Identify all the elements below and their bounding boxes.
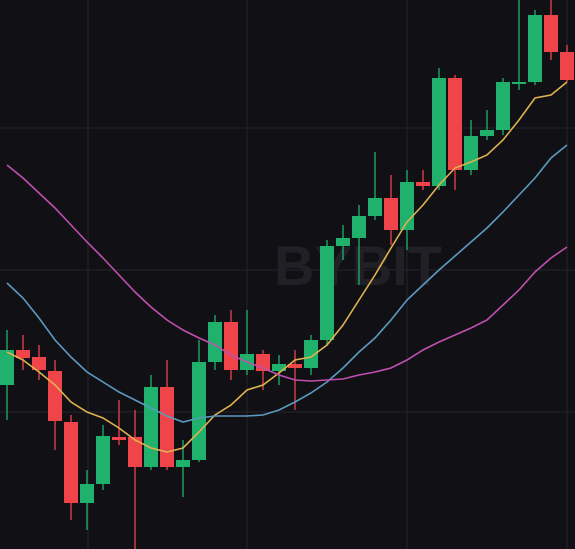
- candle-body: [96, 436, 110, 484]
- candle-body: [496, 82, 510, 130]
- candle-body: [512, 82, 526, 84]
- candle-body: [128, 437, 142, 467]
- candle-body: [560, 52, 574, 80]
- candle-body: [352, 216, 366, 238]
- candle-body: [368, 198, 382, 216]
- watermark: BYBIT: [274, 234, 442, 297]
- candle-body: [448, 78, 462, 170]
- candle-body: [80, 484, 94, 503]
- candle-body: [528, 15, 542, 82]
- candle-body: [432, 78, 446, 186]
- candle-body: [320, 246, 334, 340]
- candle-body: [32, 357, 46, 370]
- candle-body: [416, 182, 430, 186]
- candle-body: [384, 198, 398, 230]
- candle-body: [224, 322, 238, 370]
- moving-average-line: [6, 144, 568, 423]
- candle-body: [336, 238, 350, 246]
- candle-body: [208, 322, 222, 362]
- candle-body: [480, 130, 494, 136]
- candle-body: [544, 15, 558, 52]
- candle-body: [16, 350, 30, 358]
- candle-body: [112, 437, 126, 440]
- moving-average-line: [6, 164, 568, 382]
- candle-body: [48, 371, 62, 421]
- candle-body: [144, 387, 158, 467]
- moving-average-line: [6, 81, 568, 453]
- candle-body: [288, 364, 302, 368]
- candle-body: [464, 136, 478, 170]
- candle-body: [0, 350, 14, 385]
- candle-body: [192, 362, 206, 460]
- candle-body: [304, 340, 318, 368]
- candle-body: [272, 364, 286, 371]
- candle-body: [176, 460, 190, 467]
- candle-body: [64, 422, 78, 503]
- candle-body: [160, 387, 174, 467]
